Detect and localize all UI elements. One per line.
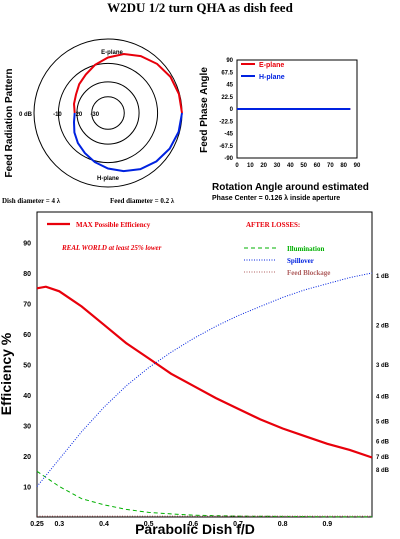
efficiency-series-line bbox=[36, 285, 373, 459]
phase-x-tick: 30 bbox=[274, 163, 281, 169]
efficiency-x-tick: 0.9 bbox=[322, 521, 332, 528]
phase-y-tick: -90 bbox=[224, 156, 233, 162]
phase-x-tick: 0 bbox=[235, 163, 239, 169]
efficiency-y-tick: 50 bbox=[23, 363, 31, 370]
polar-chart: Feed Radiation Pattern 0 dB -10 -20 -30 E-p… bbox=[4, 38, 183, 188]
efficiency-chart: Efficiency % Parabolic Dish f/D 10 20 30 40… bbox=[0, 211, 390, 537]
efficiency-y-tick: 30 bbox=[23, 424, 31, 431]
phase-chart: Feed Phase Angle 90 67.5 45 22.5 0 -22.5 -45 -6… bbox=[199, 58, 361, 169]
efficiency-x-tick: 0.6 bbox=[188, 521, 198, 528]
efficiency-y-tick: 70 bbox=[23, 302, 31, 309]
efficiency-legend-label: MAX Possible Efficiency bbox=[76, 221, 151, 229]
efficiency-legend-label: Spillover bbox=[287, 257, 314, 265]
efficiency-right-tick: 3 dB bbox=[376, 363, 390, 369]
polar-ring bbox=[57, 62, 159, 164]
phase-y-tick: 45 bbox=[226, 83, 233, 89]
efficiency-y-tick: 90 bbox=[23, 241, 31, 248]
phase-y-axis-label: Feed Phase Angle bbox=[199, 67, 210, 153]
efficiency-y-tick: 20 bbox=[23, 454, 31, 461]
polar-ring-label: -30 bbox=[90, 112, 99, 118]
efficiency-right-tick: 2 dB bbox=[376, 324, 390, 330]
h-plane-pattern-line bbox=[72, 112, 183, 173]
efficiency-x-tick: 0.8 bbox=[278, 521, 288, 528]
phase-y-tick: 67.5 bbox=[221, 70, 233, 76]
after-losses-title: AFTER LOSSES: bbox=[246, 221, 300, 229]
e-plane-annotation: E-plane bbox=[101, 50, 123, 56]
phase-x-tick: 50 bbox=[300, 163, 307, 169]
phase-x-tick: 10 bbox=[247, 163, 254, 169]
phase-y-tick: 0 bbox=[230, 107, 234, 113]
efficiency-x-axis-label: Parabolic Dish f/D bbox=[135, 521, 255, 537]
efficiency-x-tick: 0.7 bbox=[233, 521, 243, 528]
efficiency-right-tick: 8 dB bbox=[376, 468, 390, 474]
phase-legend-label: H-plane bbox=[259, 74, 285, 81]
efficiency-y-tick: 60 bbox=[23, 332, 31, 339]
phase-x-tick: 90 bbox=[354, 163, 361, 169]
efficiency-right-tick: 5 dB bbox=[376, 420, 390, 426]
efficiency-y-axis-label: Efficiency % bbox=[0, 332, 14, 415]
polar-ring-label: -20 bbox=[74, 112, 83, 118]
phase-y-tick: 22.5 bbox=[221, 95, 233, 101]
phase-x-tick: 40 bbox=[287, 163, 294, 169]
phase-y-tick: -67.5 bbox=[219, 144, 233, 150]
efficiency-x-tick: 0.25 bbox=[30, 521, 44, 528]
phase-x-tick: 20 bbox=[260, 163, 267, 169]
phase-y-tick: 90 bbox=[226, 58, 233, 64]
phase-legend-label: E-plane bbox=[259, 62, 284, 69]
polar-ring bbox=[91, 96, 125, 130]
efficiency-plot-frame bbox=[36, 211, 373, 518]
efficiency-legend-label: Illumination bbox=[287, 245, 324, 253]
polar-ring-label: -10 bbox=[53, 112, 62, 118]
polar-ring-label: 0 dB bbox=[19, 112, 33, 118]
phase-x-tick: 80 bbox=[340, 163, 347, 169]
polar-ring bbox=[76, 81, 140, 145]
efficiency-legend-label: Feed Blockage bbox=[287, 269, 330, 277]
efficiency-right-tick: 1 dB bbox=[376, 274, 390, 280]
efficiency-series-line bbox=[36, 272, 373, 487]
efficiency-y-tick: 40 bbox=[23, 393, 31, 400]
efficiency-x-tick: 0.5 bbox=[144, 521, 154, 528]
efficiency-right-tick: 6 dB bbox=[376, 439, 390, 445]
efficiency-right-tick: 7 dB bbox=[376, 455, 390, 461]
phase-x-tick: 70 bbox=[327, 163, 334, 169]
phase-x-tick: 60 bbox=[314, 163, 321, 169]
polar-y-axis-label: Feed Radiation Pattern bbox=[4, 69, 15, 178]
phase-y-tick: -45 bbox=[224, 132, 233, 138]
phase-x-axis-label-2: Phase Center = 0.126 λ inside aperture bbox=[212, 195, 341, 202]
page-title: W2DU 1/2 turn QHA as dish feed bbox=[107, 0, 293, 15]
efficiency-series-line bbox=[36, 470, 372, 518]
efficiency-y-tick: 10 bbox=[23, 485, 31, 492]
feed-diameter-note: Feed diameter = 0.2 λ bbox=[110, 197, 175, 205]
efficiency-x-tick: 0.3 bbox=[54, 521, 64, 528]
efficiency-y-tick: 80 bbox=[23, 271, 31, 278]
h-plane-annotation: H-plane bbox=[97, 176, 120, 182]
real-world-note: REAL WORLD at least 25% lower bbox=[61, 244, 162, 252]
dish-diameter-note: Dish diameter = 4 λ bbox=[2, 197, 61, 205]
phase-y-tick: -22.5 bbox=[219, 119, 233, 125]
efficiency-right-tick: 4 dB bbox=[376, 395, 390, 401]
e-plane-pattern-line bbox=[72, 52, 183, 114]
efficiency-x-tick: 0.4 bbox=[99, 521, 109, 528]
phase-x-axis-label: Rotation Angle around estimated bbox=[212, 182, 369, 193]
